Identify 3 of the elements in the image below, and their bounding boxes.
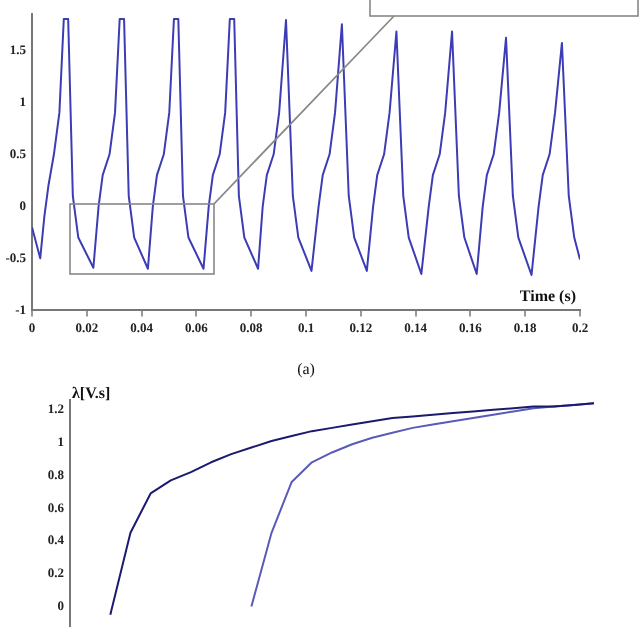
text: (a) bbox=[297, 360, 316, 379]
y-axis-title: λ[V.s] bbox=[72, 384, 111, 403]
x-axis-title: Time (s) bbox=[519, 286, 577, 305]
